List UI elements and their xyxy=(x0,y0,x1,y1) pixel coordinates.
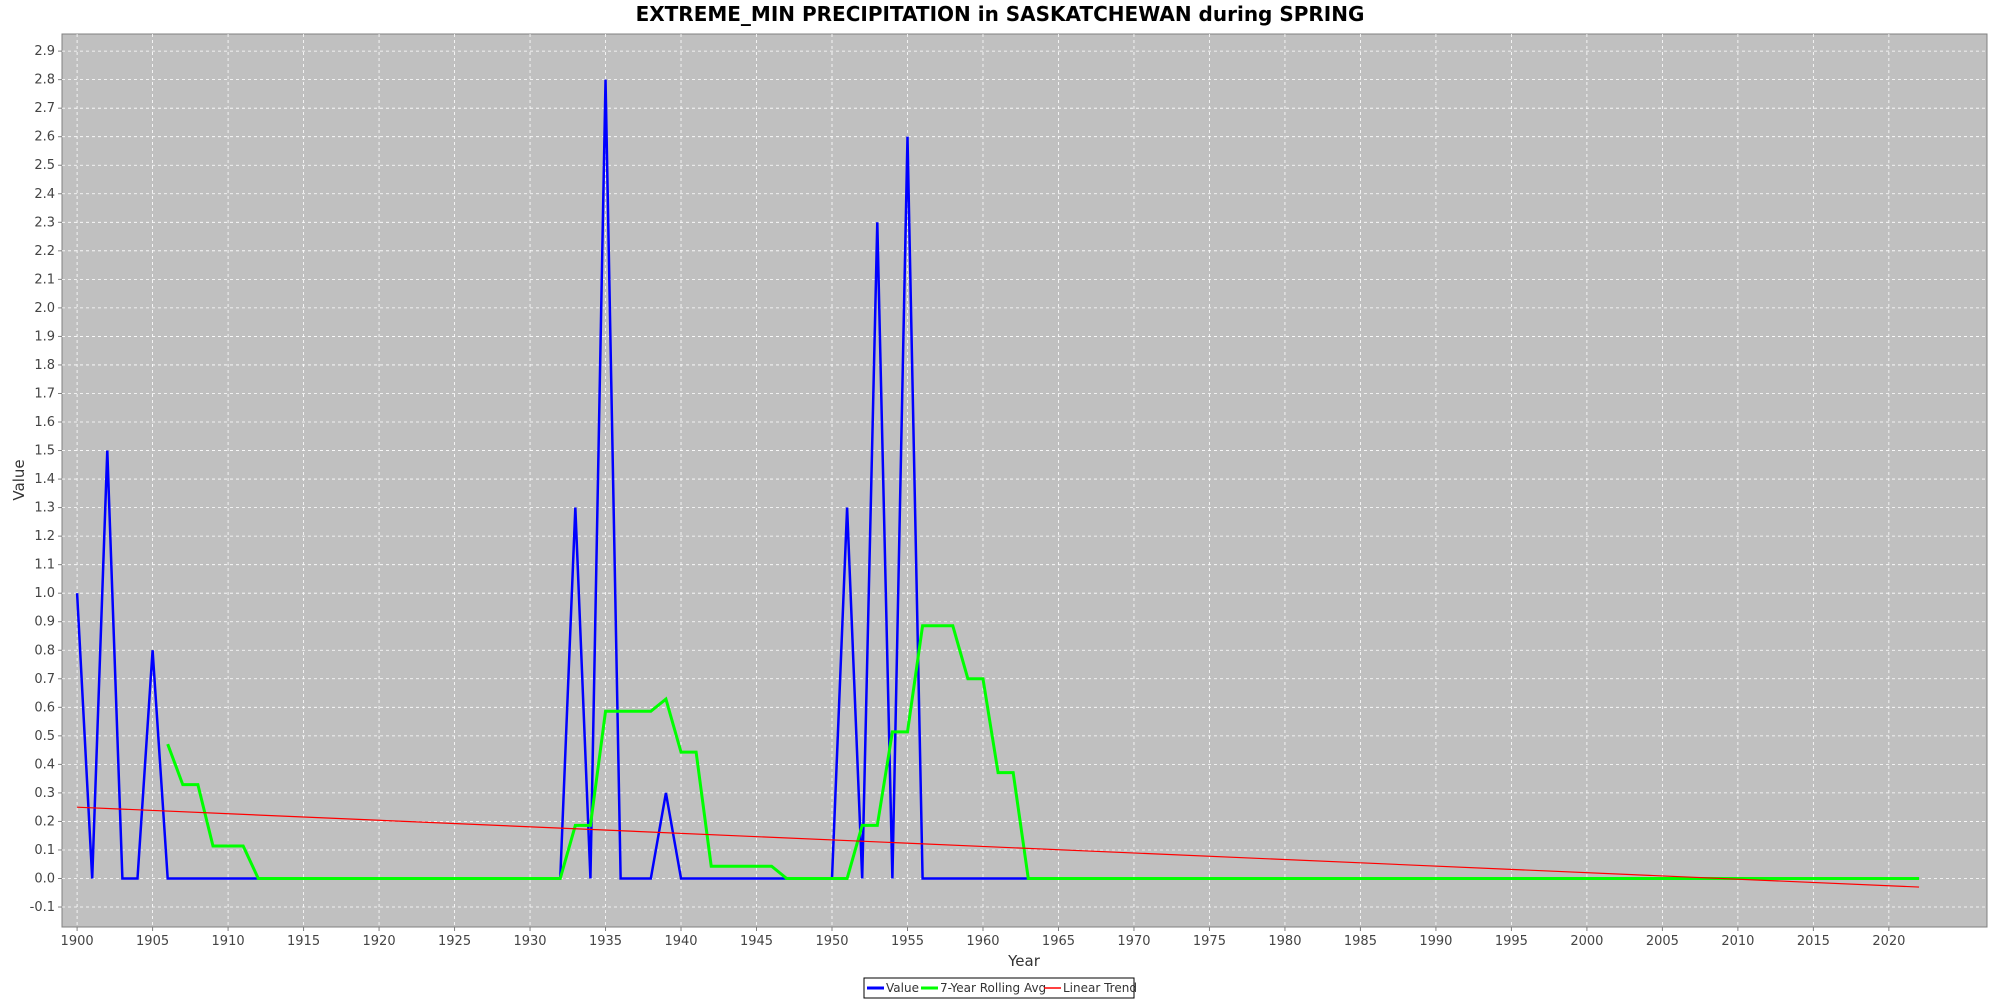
legend-label-rolling-avg: 7-Year Rolling Avg xyxy=(940,981,1046,995)
x-tick-label: 1930 xyxy=(513,934,546,949)
x-tick-label: 1940 xyxy=(664,934,697,949)
y-tick-label: 0.2 xyxy=(34,814,55,829)
legend: Value 7-Year Rolling Avg Linear Trend xyxy=(863,977,1137,999)
y-tick-label: 0.0 xyxy=(34,871,55,886)
x-tick-label: 1910 xyxy=(212,934,245,949)
y-tick-label: 0.5 xyxy=(34,729,55,744)
y-tick-label: 0.1 xyxy=(34,843,55,858)
x-tick-label: 2005 xyxy=(1646,934,1679,949)
x-tick-label: 1960 xyxy=(966,934,999,949)
x-tick-label: 1945 xyxy=(740,934,773,949)
y-tick-label: 2.2 xyxy=(34,244,55,259)
x-tick-label: 1935 xyxy=(589,934,622,949)
series-line-linear-trend xyxy=(77,806,1920,888)
y-tick-label: 1.7 xyxy=(34,386,55,401)
x-axis-label: Year xyxy=(1007,952,1041,970)
y-tick-label: 1.2 xyxy=(34,529,55,544)
y-tick-label: 2.7 xyxy=(34,101,55,116)
series-line-rolling-avg xyxy=(166,624,1920,880)
y-tick-label: 2.1 xyxy=(34,272,55,287)
x-tick-label: 1970 xyxy=(1117,934,1150,949)
x-tick-label: 1950 xyxy=(815,934,848,949)
y-tick-label: 1.6 xyxy=(34,415,55,430)
x-tick-label: 1915 xyxy=(287,934,320,949)
y-tick-label: 0.8 xyxy=(34,643,55,658)
y-tick-label: 0.7 xyxy=(34,672,55,687)
y-tick-label: -0.1 xyxy=(30,900,55,915)
y-tick-label: 1.8 xyxy=(34,358,55,373)
x-tick-label: 1905 xyxy=(136,934,169,949)
gridlines xyxy=(62,34,1987,927)
legend-label-value: Value xyxy=(886,981,919,995)
y-tick-label: 2.6 xyxy=(34,130,55,145)
x-tick-label: 2010 xyxy=(1721,934,1754,949)
plot-area xyxy=(61,33,1988,928)
x-tick-label: 2015 xyxy=(1797,934,1830,949)
x-tick-label: 1965 xyxy=(1042,934,1075,949)
x-tick-label: 1955 xyxy=(891,934,924,949)
x-tick-label: 1975 xyxy=(1193,934,1226,949)
y-tick-label: 0.6 xyxy=(34,700,55,715)
y-tick-label: 2.4 xyxy=(34,187,55,202)
x-tick-label: 1900 xyxy=(61,934,94,949)
legend-box xyxy=(863,977,1135,999)
y-tick-label: 2.0 xyxy=(34,301,55,316)
x-tick-label: 1925 xyxy=(438,934,471,949)
series-lines xyxy=(75,79,1920,888)
y-tick-label: 2.3 xyxy=(34,215,55,230)
y-tick-label: 1.4 xyxy=(34,472,55,487)
y-tick-label: 1.9 xyxy=(34,329,55,344)
y-tick-label: 2.8 xyxy=(34,73,55,88)
y-axis-label: Value xyxy=(10,459,28,500)
chart-title: EXTREME_MIN PRECIPITATION in SASKATCHEWA… xyxy=(636,2,1365,26)
x-tick-label: 1995 xyxy=(1495,934,1528,949)
x-tick-label: 1980 xyxy=(1268,934,1301,949)
x-tick-label: 2000 xyxy=(1570,934,1603,949)
y-tick-label: 1.0 xyxy=(34,586,55,601)
y-tick-label: 0.3 xyxy=(34,786,55,801)
y-tick-label: 1.1 xyxy=(34,558,55,573)
y-tick-label: 1.3 xyxy=(34,501,55,516)
x-tick-label: 1920 xyxy=(363,934,396,949)
y-tick-label: 2.5 xyxy=(34,158,55,173)
x-tick-label: 1985 xyxy=(1344,934,1377,949)
x-tick-label: 2020 xyxy=(1872,934,1905,949)
x-tick-label: 1990 xyxy=(1419,934,1452,949)
axes: -0.1 0.0 0.1 0.2 0.3 0.4 0.5 0.6 0.7 0.8 0.9 1.0 1.1… xyxy=(30,44,1906,949)
y-tick-label: 0.4 xyxy=(34,757,55,772)
y-tick-label: 1.5 xyxy=(34,444,55,459)
legend-label-linear-trend: Linear Trend xyxy=(1063,981,1137,995)
y-tick-label: 2.9 xyxy=(34,44,55,59)
y-tick-label: 0.9 xyxy=(34,615,55,630)
